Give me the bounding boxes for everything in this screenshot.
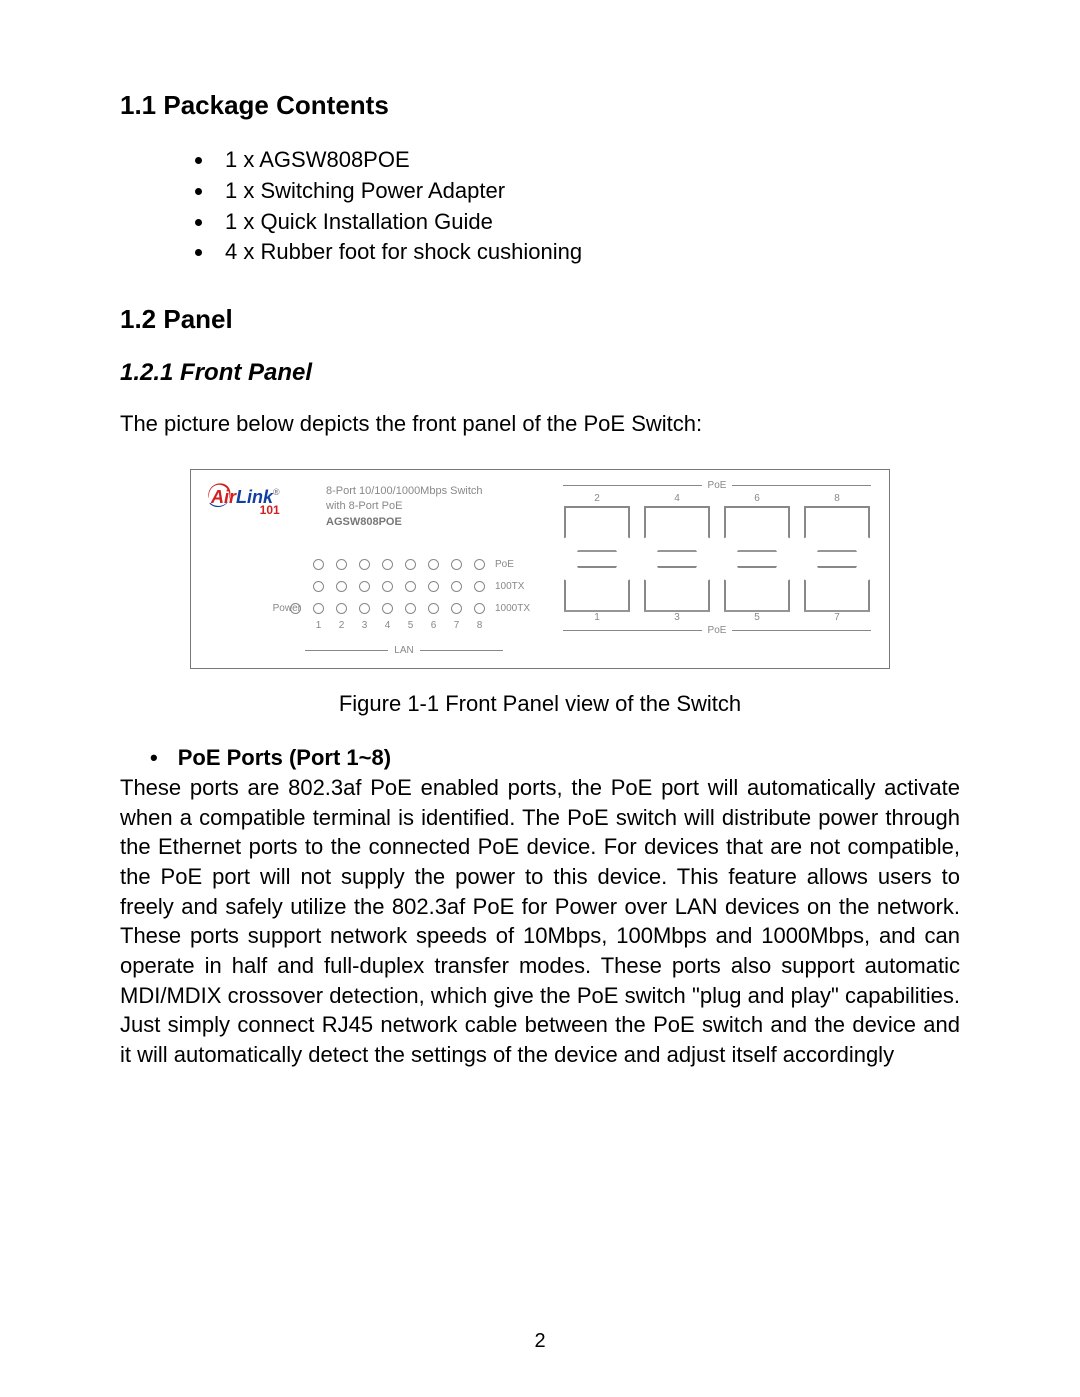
model-number: AGSW808POE: [326, 515, 483, 530]
led-icon: [382, 559, 393, 570]
led-icon: [359, 603, 370, 614]
top-port-numbers: 2 4 6 8: [557, 493, 877, 504]
led-icon: [474, 603, 485, 614]
ports-top-label-line: PoE: [557, 480, 877, 491]
poe-ports-heading: PoE Ports (Port 1~8): [178, 745, 391, 770]
led-icon: [451, 559, 462, 570]
list-item: 1 x Quick Installation Guide: [215, 207, 960, 238]
led-icon: [359, 581, 370, 592]
port-number: 7: [834, 612, 840, 623]
rj45-port-icon: [644, 566, 710, 612]
port-number: 8: [834, 493, 840, 504]
rj45-port-icon: [564, 506, 630, 552]
page-number: 2: [0, 1330, 1080, 1353]
brand-logo: AirLink® 101: [211, 488, 280, 516]
product-description: 8-Port 10/100/1000Mbps Switch with 8-Por…: [326, 484, 483, 530]
led-icon: [382, 603, 393, 614]
port-number: 3: [674, 612, 680, 623]
led-number: 1: [307, 620, 330, 631]
switch-diagram: AirLink® 101 8-Port 10/100/1000Mbps Swit…: [190, 469, 890, 669]
led-row-1000: Power 1000TX: [251, 598, 531, 620]
led-icon: [405, 559, 416, 570]
brand-air: Air: [211, 487, 236, 507]
led-number: 8: [468, 620, 491, 631]
poe-label: PoE: [708, 480, 727, 491]
led-icon: [405, 603, 416, 614]
led-icon: [313, 603, 324, 614]
led-number: 4: [376, 620, 399, 631]
led-icon: [428, 559, 439, 570]
bottom-port-numbers: 1 3 5 7: [557, 612, 877, 623]
ports-row-top: [557, 506, 877, 552]
led-row-label: PoE: [491, 559, 531, 570]
led-number: 3: [353, 620, 376, 631]
rj45-port-icon: [724, 566, 790, 612]
port-number: 1: [594, 612, 600, 623]
poe-ports-heading-row: PoE Ports (Port 1~8): [120, 745, 960, 771]
led-icon: [474, 581, 485, 592]
led-icon: [474, 559, 485, 570]
desc-line2: with 8-Port PoE: [326, 499, 483, 514]
led-row-poe: PoE: [251, 554, 531, 576]
led-row-100: 100TX: [251, 576, 531, 598]
rj45-port-icon: [644, 506, 710, 552]
led-row-label: 1000TX: [491, 603, 531, 614]
ports-row-bottom: [557, 566, 877, 612]
heading-panel: 1.2 Panel: [120, 304, 960, 335]
ports-bottom-label-line: PoE: [557, 625, 877, 636]
led-icon: [405, 581, 416, 592]
led-grid: PoE 100TX Power 1000TX 12345678: [251, 554, 531, 631]
led-icon: [336, 559, 347, 570]
led-number: 5: [399, 620, 422, 631]
lan-label: LAN: [394, 645, 413, 656]
port-number: 4: [674, 493, 680, 504]
desc-line1: 8-Port 10/100/1000Mbps Switch: [326, 484, 483, 499]
led-number: 6: [422, 620, 445, 631]
led-icon: [336, 603, 347, 614]
power-led-icon: [290, 603, 301, 614]
brand-registered-icon: ®: [273, 487, 280, 497]
led-icon: [428, 581, 439, 592]
ports-area: PoE 2 4 6 8 1 3 5 7 PoE: [557, 480, 877, 636]
rj45-port-icon: [804, 506, 870, 552]
poe-label: PoE: [708, 625, 727, 636]
poe-ports-body: These ports are 802.3af PoE enabled port…: [120, 773, 960, 1070]
led-icon: [428, 603, 439, 614]
package-contents-list: 1 x AGSW808POE 1 x Switching Power Adapt…: [215, 145, 960, 268]
figure-caption: Figure 1-1 Front Panel view of the Switc…: [120, 691, 960, 717]
list-item: 1 x Switching Power Adapter: [215, 176, 960, 207]
front-panel-intro: The picture below depicts the front pane…: [120, 409, 960, 439]
led-icon: [451, 581, 462, 592]
led-numbers: 12345678: [307, 620, 531, 631]
list-item: 4 x Rubber foot for shock cushioning: [215, 237, 960, 268]
rj45-port-icon: [724, 506, 790, 552]
led-icon: [451, 603, 462, 614]
lan-label-line: LAN: [299, 645, 509, 657]
led-icon: [336, 581, 347, 592]
led-icon: [313, 559, 324, 570]
port-number: 2: [594, 493, 600, 504]
list-item: 1 x AGSW808POE: [215, 145, 960, 176]
heading-package-contents: 1.1 Package Contents: [120, 90, 960, 121]
port-number: 5: [754, 612, 760, 623]
front-panel-figure: AirLink® 101 8-Port 10/100/1000Mbps Swit…: [120, 469, 960, 717]
port-number: 6: [754, 493, 760, 504]
rj45-port-icon: [804, 566, 870, 612]
led-icon: [382, 581, 393, 592]
led-icon: [359, 559, 370, 570]
led-number: 7: [445, 620, 468, 631]
bullet-icon: [120, 745, 178, 770]
heading-front-panel: 1.2.1 Front Panel: [120, 359, 960, 387]
led-row-label: 100TX: [491, 581, 531, 592]
led-number: 2: [330, 620, 353, 631]
led-icon: [313, 581, 324, 592]
rj45-port-icon: [564, 566, 630, 612]
